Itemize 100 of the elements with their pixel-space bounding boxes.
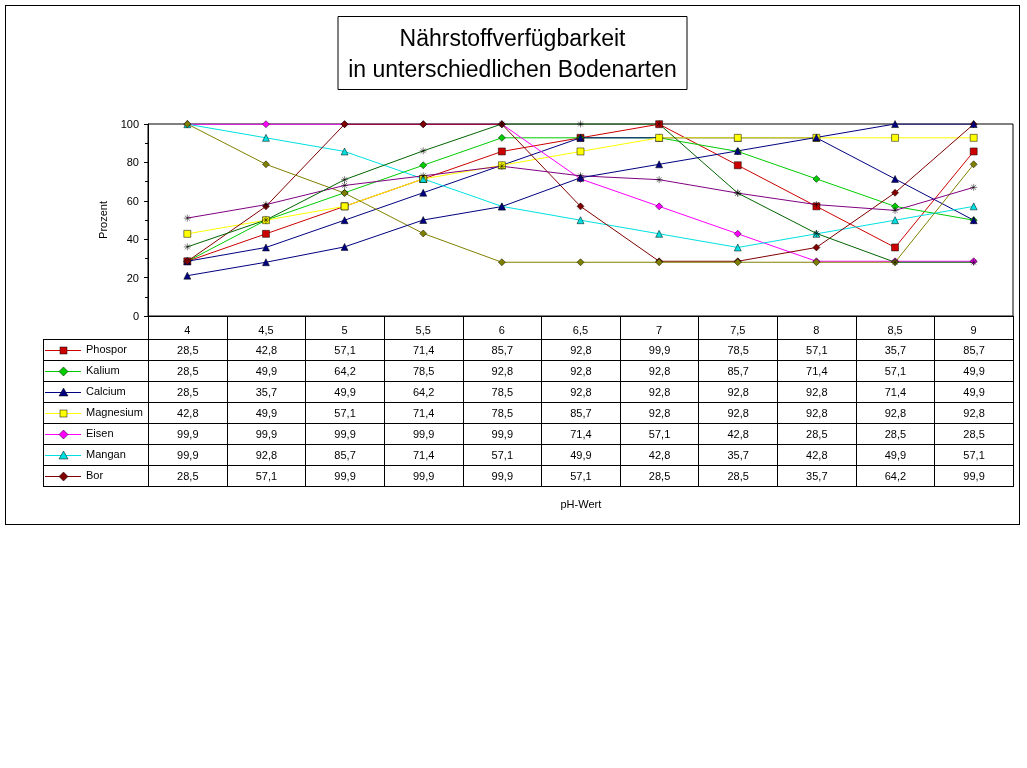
legend-label: Calcium (86, 384, 126, 397)
x-tick-label: 6 (498, 323, 505, 336)
chart-title: Nährstoffverfügbarkeit in unterschiedlichen Bodenarten (348, 24, 677, 82)
y-tick-label: 60 (126, 194, 139, 207)
y-tick-label: 80 (126, 156, 139, 169)
data-label: 57,1 (856, 360, 935, 382)
data-label: 92,8 (541, 360, 621, 382)
data-label: 49,9 (541, 444, 621, 466)
data-label: 71,4 (384, 402, 463, 424)
data-label: 99,9 (148, 444, 228, 466)
y-tick-label: 100 (120, 118, 139, 130)
data-label: 92,8 (698, 402, 778, 424)
data-label: 35,7 (227, 381, 306, 403)
data-label: 28,5 (777, 423, 857, 445)
data-label: 92,8 (620, 381, 699, 403)
data-label: 78,5 (463, 402, 542, 424)
data-label: 92,8 (541, 381, 621, 403)
data-label: 42,8 (227, 339, 306, 361)
text: pH-Wert (560, 497, 602, 510)
data-label: 78,5 (384, 360, 463, 382)
data-label: 64,2 (856, 465, 935, 487)
data-label: 28,5 (148, 381, 228, 403)
y-tick-label: 20 (126, 271, 139, 284)
legend-label: Phospor (86, 342, 127, 355)
data-label: 57,1 (620, 423, 699, 445)
x-tick-label: 9 (970, 323, 977, 336)
data-label: 78,5 (698, 339, 778, 361)
data-label: 85,7 (463, 339, 542, 361)
legend-label: Magnesium (86, 405, 143, 418)
data-label: 85,7 (934, 339, 1014, 361)
data-label: 28,5 (148, 339, 228, 361)
data-label: 35,7 (698, 444, 778, 466)
data-label: 71,4 (856, 381, 935, 403)
data-label: 28,5 (148, 360, 228, 382)
data-label: 28,5 (698, 465, 778, 487)
data-label: 99,9 (463, 423, 542, 445)
data-label: 99,9 (227, 423, 306, 445)
data-label: 49,9 (305, 381, 385, 403)
data-label: 99,9 (934, 465, 1014, 487)
data-label: 92,8 (620, 360, 699, 382)
data-label: 28,5 (620, 465, 699, 487)
data-label: 28,5 (856, 423, 935, 445)
data-label: 92,8 (620, 402, 699, 424)
data-label: 64,2 (305, 360, 385, 382)
x-tick-label: 7,5 (730, 323, 746, 336)
data-label: 28,5 (148, 465, 228, 487)
data-label: 28,5 (934, 423, 1014, 445)
x-tick-label: 6,5 (572, 323, 589, 336)
data-label: 49,9 (227, 402, 306, 424)
legend-label: Eisen (86, 426, 114, 439)
data-label: 35,7 (856, 339, 935, 361)
data-label: 99,9 (620, 339, 699, 361)
data-label: 64,2 (384, 381, 463, 403)
data-label: 85,7 (541, 402, 621, 424)
data-label: 57,1 (305, 339, 385, 361)
data-label: 99,9 (305, 423, 385, 445)
data-label: 92,8 (856, 402, 935, 424)
data-label: 57,1 (541, 465, 621, 487)
x-tick-label: 4 (184, 323, 191, 336)
data-label: 92,8 (541, 339, 621, 361)
data-label: 49,9 (934, 360, 1014, 382)
data-label: 57,1 (227, 465, 306, 487)
legend-label: Kalium (86, 363, 120, 376)
x-tick-label: 8,5 (887, 323, 903, 336)
y-axis-title: Prozent (96, 201, 109, 239)
x-tick-label: 4,5 (258, 323, 274, 336)
data-label: 71,4 (384, 444, 463, 466)
data-label: 99,9 (305, 465, 385, 487)
data-label: 85,7 (698, 360, 778, 382)
data-label: 99,9 (384, 423, 463, 445)
data-label: 49,9 (227, 360, 306, 382)
data-label: 99,9 (463, 465, 542, 487)
data-label: 57,1 (305, 402, 385, 424)
data-label: 49,9 (856, 444, 935, 466)
data-label: 49,9 (934, 381, 1014, 403)
data-label: 92,8 (934, 402, 1014, 424)
data-label: 57,1 (777, 339, 857, 361)
x-tick-label: 5,5 (415, 323, 431, 336)
y-tick-label: 0 (132, 310, 139, 322)
data-label: 92,8 (698, 381, 778, 403)
x-tick-label: 7 (656, 323, 663, 336)
data-label: 42,8 (148, 402, 228, 424)
data-label: 42,8 (620, 444, 699, 466)
data-label: 92,8 (227, 444, 306, 466)
y-tick-label: 40 (126, 233, 139, 246)
data-label: 85,7 (305, 444, 385, 466)
data-label: 71,4 (384, 339, 463, 361)
legend-label: Bor (86, 468, 104, 481)
data-label: 71,4 (777, 360, 857, 382)
data-label: 42,8 (777, 444, 857, 466)
x-tick-label: 8 (813, 323, 820, 336)
legend-label: Mangan (86, 447, 126, 460)
data-label: 99,9 (384, 465, 463, 487)
data-label: 78,5 (463, 381, 542, 403)
data-label: 35,7 (777, 465, 857, 487)
data-label: 99,9 (148, 423, 228, 445)
data-label: 42,8 (698, 423, 778, 445)
data-label: 71,4 (541, 423, 621, 445)
data-label: 57,1 (463, 444, 542, 466)
data-label: 92,8 (777, 381, 857, 403)
